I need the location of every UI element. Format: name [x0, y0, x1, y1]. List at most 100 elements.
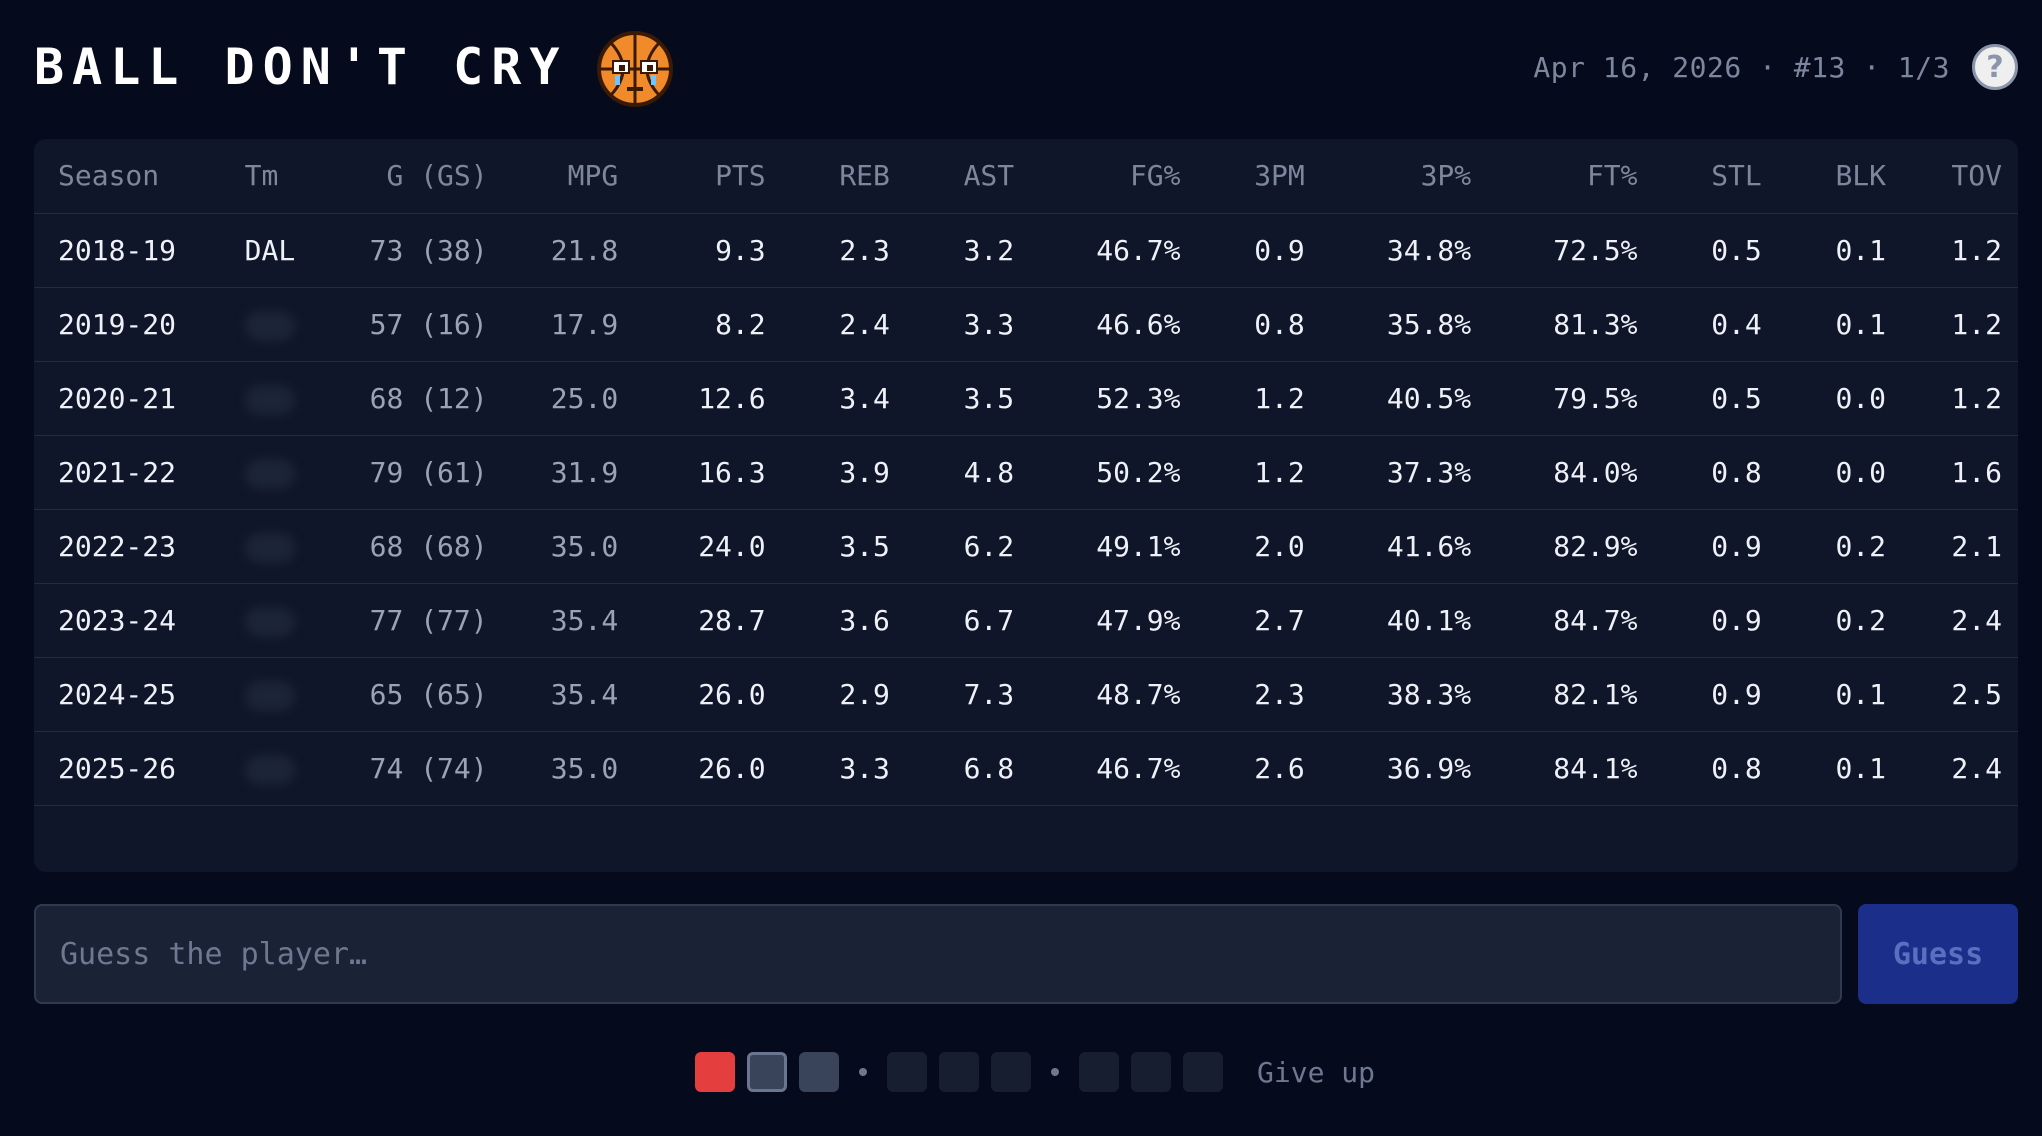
- column-header: 3P%: [1320, 139, 1488, 214]
- cell-tov: 1.2: [1902, 287, 2018, 362]
- cell-g: 57 (16): [337, 287, 504, 362]
- guess-input[interactable]: [34, 904, 1842, 1004]
- cell-g: 74 (74): [337, 731, 504, 806]
- game-meta: Apr 16, 2026 · #13 · 1/3 ?: [1533, 44, 2018, 90]
- cell-fg: 47.9%: [1030, 583, 1197, 658]
- crying-basketball-icon: [597, 31, 674, 107]
- cell-blk: 0.2: [1777, 509, 1903, 584]
- cell-tpp: 34.8%: [1320, 213, 1488, 288]
- cell-mpg: 25.0: [503, 361, 635, 436]
- hidden-team-blur: [244, 310, 295, 341]
- cell-ft: 84.1%: [1487, 731, 1654, 806]
- cell-ft: 81.3%: [1487, 287, 1654, 362]
- cell-blk: 0.1: [1777, 731, 1903, 806]
- cell-season: 2024-25: [34, 657, 245, 732]
- table-row: 2022-23 68 (68) 35.0 24.0 3.5 6.2 49.1% 2.0 41.6…: [34, 509, 2018, 584]
- cell-g: 73 (38): [337, 213, 504, 288]
- team-cell-hidden: [244, 361, 338, 436]
- cell-ast: 3.2: [905, 213, 1031, 288]
- attempt-square-next: [799, 1052, 839, 1092]
- cell-mpg: 21.8: [503, 213, 635, 288]
- team-cell-hidden: [244, 509, 338, 584]
- cell-stl: 0.5: [1653, 361, 1778, 436]
- cell-fg: 49.1%: [1030, 509, 1197, 584]
- cell-fg: 46.6%: [1030, 287, 1197, 362]
- column-header: AST: [905, 139, 1031, 214]
- cell-g: 68 (12): [337, 361, 504, 436]
- cell-tpm: 2.6: [1196, 731, 1321, 806]
- cell-season: 2020-21: [34, 361, 245, 436]
- cell-blk: 0.1: [1777, 213, 1903, 288]
- cell-tpp: 38.3%: [1320, 657, 1488, 732]
- attempt-tracker: Give up: [695, 1052, 1375, 1092]
- cell-ft: 82.9%: [1487, 509, 1654, 584]
- table-row: 2024-25 65 (65) 35.4 26.0 2.9 7.3 48.7% 2.3 38.3…: [34, 657, 2018, 732]
- cell-ast: 6.7: [905, 583, 1031, 658]
- cell-tpp: 41.6%: [1320, 509, 1488, 584]
- cell-pts: 28.7: [634, 583, 782, 658]
- column-header: Tm: [244, 139, 338, 214]
- cell-pts: 24.0: [634, 509, 782, 584]
- cell-blk: 0.0: [1777, 361, 1903, 436]
- cell-fg: 48.7%: [1030, 657, 1197, 732]
- column-header: TOV: [1902, 139, 2018, 214]
- table-row: 2019-20 57 (16) 17.9 8.2 2.4 3.3 46.6% 0.8 35.8%…: [34, 287, 2018, 362]
- cell-fg: 46.7%: [1030, 213, 1197, 288]
- cell-season: 2021-22: [34, 435, 245, 510]
- cell-ast: 6.2: [905, 509, 1031, 584]
- cell-ft: 84.7%: [1487, 583, 1654, 658]
- cell-reb: 2.3: [781, 213, 906, 288]
- cell-tpp: 40.5%: [1320, 361, 1488, 436]
- cell-ast: 3.5: [905, 361, 1031, 436]
- attempt-square-empty: [1079, 1052, 1119, 1092]
- game-title: BALL DON'T CRY: [34, 38, 568, 96]
- cell-pts: 9.3: [634, 213, 782, 288]
- cell-reb: 3.5: [781, 509, 906, 584]
- cell-season: 2019-20: [34, 287, 245, 362]
- hidden-team-blur: [244, 458, 295, 489]
- cell-tov: 2.4: [1902, 731, 2018, 806]
- column-header: MPG: [503, 139, 635, 214]
- cell-mpg: 35.0: [503, 509, 635, 584]
- cell-fg: 50.2%: [1030, 435, 1197, 510]
- cell-mpg: 35.4: [503, 583, 635, 658]
- cell-reb: 2.4: [781, 287, 906, 362]
- cell-mpg: 31.9: [503, 435, 635, 510]
- cell-tov: 2.4: [1902, 583, 2018, 658]
- table-header-row: Season Tm G (GS) MPG PTS REB AST FG% 3PM 3P% FT% ST…: [34, 139, 2018, 214]
- cell-tpm: 0.8: [1196, 287, 1321, 362]
- cell-reb: 3.6: [781, 583, 906, 658]
- cell-tov: 1.6: [1902, 435, 2018, 510]
- table-row: 2023-24 77 (77) 35.4 28.7 3.6 6.7 47.9% 2.7 40.1…: [34, 583, 2018, 658]
- table-row: 2021-22 79 (61) 31.9 16.3 3.9 4.8 50.2% 1.2 37.3…: [34, 435, 2018, 510]
- brand: BALL DON'T CRY: [34, 25, 677, 109]
- cell-stl: 0.9: [1653, 657, 1778, 732]
- cell-g: 65 (65): [337, 657, 504, 732]
- cell-fg: 46.7%: [1030, 731, 1197, 806]
- cell-ast: 3.3: [905, 287, 1031, 362]
- column-header: FT%: [1487, 139, 1654, 214]
- help-icon[interactable]: ?: [1972, 44, 2018, 90]
- cell-tpp: 36.9%: [1320, 731, 1488, 806]
- table-body: 2018-19 DAL 73 (38) 21.8 9.3 2.3 3.2 46.7% 0.9 34…: [34, 213, 2018, 806]
- cell-tpp: 35.8%: [1320, 287, 1488, 362]
- cell-tov: 1.2: [1902, 213, 2018, 288]
- cell-pts: 26.0: [634, 731, 782, 806]
- team-cell-hidden: [244, 731, 338, 806]
- column-header: REB: [781, 139, 906, 214]
- cell-g: 68 (68): [337, 509, 504, 584]
- cell-ft: 72.5%: [1487, 213, 1654, 288]
- give-up-button[interactable]: Give up: [1257, 1055, 1376, 1089]
- team-cell-hidden: [244, 583, 338, 658]
- column-header: FG%: [1030, 139, 1197, 214]
- cell-mpg: 17.9: [503, 287, 635, 362]
- guess-button[interactable]: Guess: [1858, 904, 2018, 1004]
- header: BALL DON'T CRY Apr 16, 2026 · #13 · 1/3 …: [34, 24, 2018, 110]
- cell-ast: 6.8: [905, 731, 1031, 806]
- cell-pts: 16.3: [634, 435, 782, 510]
- separator-dot: [1051, 1068, 1059, 1076]
- column-header: PTS: [634, 139, 782, 214]
- cell-reb: 3.4: [781, 361, 906, 436]
- date-puzzle-info: Apr 16, 2026 · #13 · 1/3: [1533, 50, 1950, 84]
- cell-blk: 0.1: [1777, 657, 1903, 732]
